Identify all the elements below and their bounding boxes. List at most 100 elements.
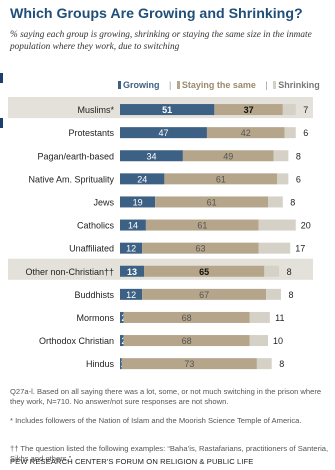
- bar-segment-shrinking: [264, 265, 280, 277]
- category-label: Unaffiliated: [69, 244, 114, 254]
- category-label: Jews: [93, 197, 114, 207]
- edge-fragment-mark: [0, 73, 3, 83]
- stacked-bar-chart: Muslims* 51 37 7 Protestants 47 42 6 Pagan/earth…: [8, 97, 313, 370]
- data-label-shrinking: 8: [296, 151, 301, 161]
- data-label-growing: 24: [137, 174, 147, 184]
- bar-segment-shrinking: [284, 127, 296, 139]
- category-label: Orthodox Christian: [39, 336, 114, 346]
- category-label: Catholics: [77, 221, 115, 231]
- bar-segment-growing: [120, 242, 143, 254]
- bar-segment-same: [123, 311, 250, 323]
- bar-segment-growing: [120, 219, 146, 231]
- data-label-shrinking: 7: [303, 105, 308, 115]
- bar-segment-shrinking: [273, 150, 289, 162]
- bar-segment-shrinking: [268, 196, 283, 208]
- bar-segment-growing: [120, 150, 183, 162]
- data-label-growing: 12: [126, 244, 136, 254]
- bar-segment-same: [142, 242, 259, 254]
- bar-segment-growing: [120, 288, 143, 300]
- legend-item-growing: Growing: [118, 80, 160, 90]
- bar-segment-same: [164, 173, 278, 185]
- category-label: Native Am. Sprituality: [28, 174, 114, 184]
- edge-fragment-mark: [0, 118, 3, 128]
- bar-segment-shrinking: [249, 311, 270, 323]
- category-label: Muslims*: [77, 105, 114, 115]
- chart-subtitle: % saying each group is growing, shrinkin…: [10, 30, 312, 52]
- bar-segment-same: [145, 219, 259, 231]
- footnote-other-non-christian: †† The question listed the following exa…: [10, 444, 329, 463]
- bar-segment-growing: [120, 358, 122, 370]
- bar-segment-growing: [120, 196, 156, 208]
- legend-swatch-same: [176, 81, 180, 89]
- bar-segment-growing: [120, 265, 145, 277]
- data-label-same: 68: [182, 336, 192, 346]
- data-label-shrinking: 8: [279, 359, 284, 369]
- bar-segment-shrinking: [256, 358, 272, 370]
- data-label-same: 42: [241, 128, 251, 138]
- bar-segment-shrinking: [282, 104, 296, 116]
- source-credit: PEW RESEARCH CENTER'S FORUM ON RELIGION …: [10, 457, 254, 466]
- bar-segment-growing: [120, 335, 124, 347]
- data-label-growing: 12: [126, 290, 136, 300]
- data-label-same: 65: [199, 267, 209, 277]
- data-label-same: 61: [197, 221, 207, 231]
- bar-segment-same: [182, 150, 274, 162]
- bar-segment-shrinking: [266, 288, 281, 300]
- bar-segment-shrinking: [277, 173, 289, 185]
- category-label: Protestants: [68, 128, 114, 138]
- data-label-shrinking: 17: [295, 244, 305, 254]
- data-label-same: 61: [216, 174, 226, 184]
- legend-label-same: Staying the same: [181, 80, 256, 90]
- bar-segment-shrinking: [258, 242, 291, 254]
- bar-segment-growing: [120, 127, 207, 139]
- category-label: Pagan/earth-based: [37, 151, 114, 161]
- bar-segment-shrinking: [249, 335, 268, 347]
- data-label-growing: 14: [128, 221, 138, 231]
- footnote-muslims: * Includes followers of the Nation of Is…: [10, 416, 302, 425]
- data-label-shrinking: 20: [301, 221, 311, 231]
- data-label-shrinking: 11: [275, 313, 284, 323]
- data-label-shrinking: 6: [303, 128, 308, 138]
- legend-divider: |: [169, 80, 172, 90]
- bar-segment-shrinking: [258, 219, 296, 231]
- data-label-shrinking: 8: [290, 197, 295, 207]
- bar-segment-same: [214, 104, 283, 116]
- bar-segment-growing: [120, 104, 215, 116]
- bar-segment-same: [144, 265, 265, 277]
- data-label-shrinking: 8: [288, 290, 293, 300]
- legend-swatch-shrinking: [273, 81, 277, 89]
- data-label-shrinking: 10: [273, 336, 283, 346]
- legend-divider: |: [265, 80, 268, 90]
- data-label-same: 73: [184, 359, 194, 369]
- data-label-shrinking: 6: [296, 174, 301, 184]
- data-label-same: 68: [182, 313, 192, 323]
- bar-segment-growing: [120, 311, 124, 323]
- data-label-growing: 13: [127, 267, 137, 277]
- legend-item-shrinking: Shrinking: [273, 80, 320, 90]
- legend-item-same: Staying the same: [176, 80, 256, 90]
- bar-segment-same: [155, 196, 268, 208]
- legend-swatch-growing: [118, 81, 121, 89]
- bar-segment-same: [206, 127, 285, 139]
- data-label-same: 49: [223, 151, 233, 161]
- bar-segment-growing: [120, 173, 165, 185]
- bar-segment-same: [123, 335, 250, 347]
- legend-label-growing: Growing: [123, 80, 160, 90]
- data-label-shrinking: 8: [287, 267, 292, 277]
- category-label: Mormons: [76, 313, 114, 323]
- data-label-growing: 47: [158, 128, 168, 138]
- chart-legend: Growing | Staying the same | Shrinking: [118, 80, 324, 92]
- bar-segment-same: [142, 288, 267, 300]
- category-label: Hindus: [86, 359, 115, 369]
- data-label-same: 67: [199, 290, 209, 300]
- footnote-question: Q27a-l. Based on all saying there was a …: [10, 387, 322, 406]
- data-label-same: 61: [207, 197, 217, 207]
- data-label-growing: 34: [146, 151, 156, 161]
- data-label-growing: 51: [162, 105, 172, 115]
- data-label-same: 37: [244, 105, 254, 115]
- bar-segment-same: [121, 358, 257, 370]
- legend-label-shrinking: Shrinking: [278, 80, 320, 90]
- chart-title: Which Groups Are Growing and Shrinking?: [10, 6, 303, 22]
- data-label-growing: 19: [133, 197, 143, 207]
- category-label: Buddhists: [74, 290, 114, 300]
